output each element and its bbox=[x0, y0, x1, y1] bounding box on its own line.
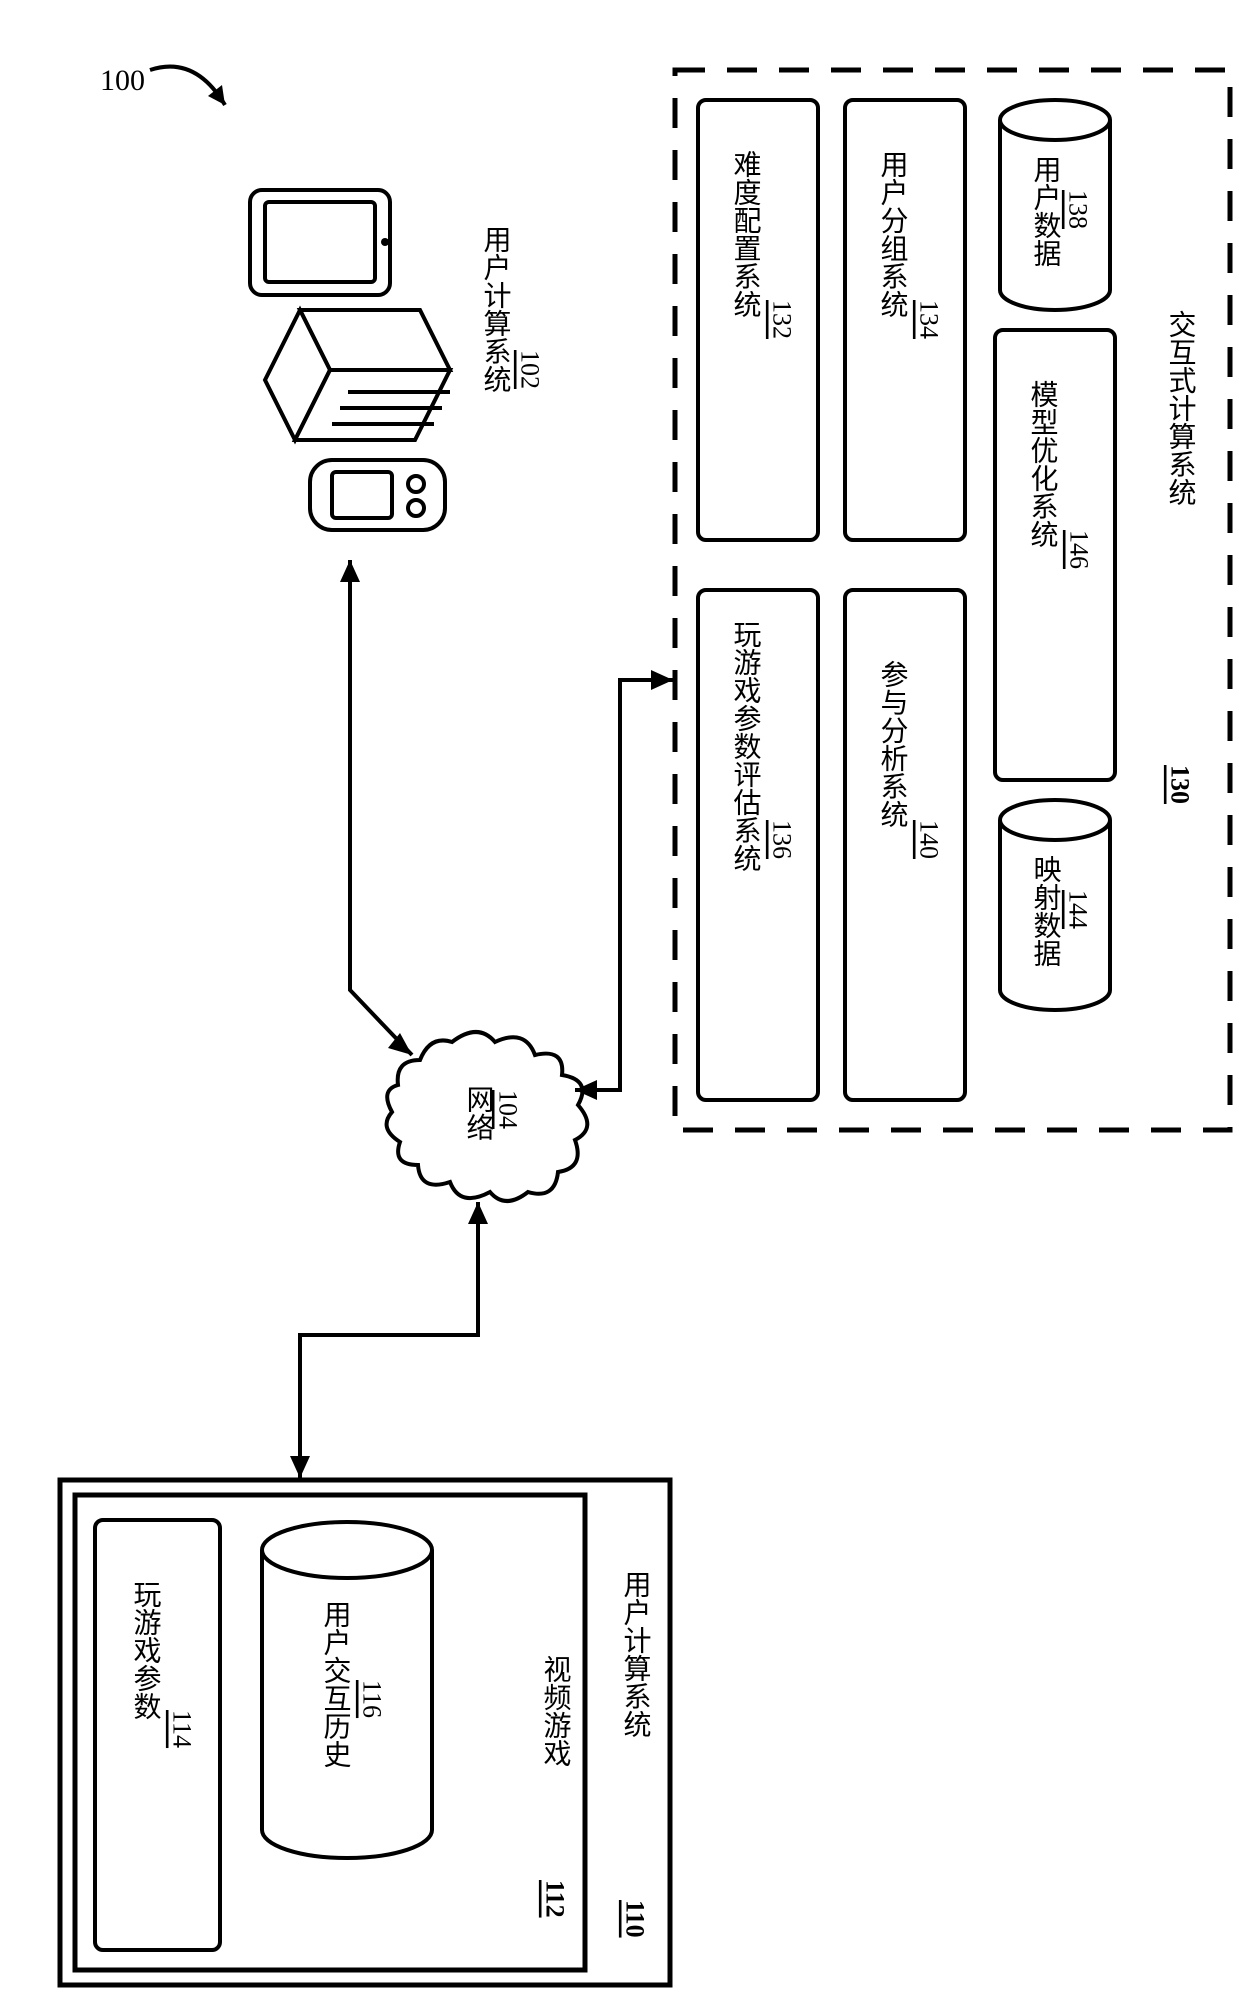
handheld-icon bbox=[310, 460, 445, 530]
box-param-eval-num: 136 bbox=[768, 820, 797, 859]
devices-cluster bbox=[250, 190, 450, 530]
box-difficulty: 难度配置系统 132 bbox=[698, 100, 818, 540]
figure-ref: 100 bbox=[100, 64, 225, 105]
cyl-map-data-num: 144 bbox=[1064, 890, 1093, 929]
box-engagement-label: 参与分析系统 bbox=[877, 660, 909, 828]
box-model-opt: 模型优化系统 146 bbox=[995, 330, 1115, 780]
videogame-label: 视频游戏 bbox=[540, 1655, 572, 1767]
box-play-params: 玩游戏参数 114 bbox=[95, 1520, 220, 1950]
box-play-params-num: 114 bbox=[168, 1710, 197, 1748]
user-system-outer-num: 110 bbox=[621, 1900, 650, 1938]
network-cloud: 网络 104 bbox=[387, 1032, 588, 1201]
cyl-user-data-label: 用户数据 bbox=[1030, 155, 1062, 267]
laptop-icon bbox=[265, 310, 450, 440]
cyl-history-label: 用户交互历史 bbox=[320, 1600, 352, 1768]
arrow-devices-cloud bbox=[340, 560, 412, 1055]
network-num: 104 bbox=[494, 1090, 523, 1129]
interactive-system-num: 130 bbox=[1166, 765, 1195, 804]
user-compute-label: 用户计算系统 bbox=[480, 225, 512, 393]
box-difficulty-num: 132 bbox=[768, 300, 797, 339]
user-compute-num: 102 bbox=[516, 350, 545, 389]
box-model-opt-label: 模型优化系统 bbox=[1027, 380, 1059, 548]
user-system-outer-label: 用户计算系统 bbox=[620, 1570, 652, 1738]
box-param-eval: 玩游戏参数评估系统 136 bbox=[698, 590, 818, 1100]
videogame-num: 112 bbox=[541, 1880, 570, 1918]
box-user-group-label: 用户分组系统 bbox=[877, 150, 909, 318]
cyl-map-data: 映射数据 144 bbox=[1000, 800, 1110, 1010]
figure-ref-arrow bbox=[150, 67, 225, 105]
cyl-map-data-label: 映射数据 bbox=[1030, 855, 1062, 967]
box-engagement-num: 140 bbox=[915, 820, 944, 859]
box-param-eval-label: 玩游戏参数评估系统 bbox=[730, 620, 762, 872]
tablet-icon bbox=[250, 190, 390, 295]
cyl-history-num: 116 bbox=[358, 1680, 387, 1718]
network-label: 网络 bbox=[463, 1085, 495, 1141]
box-difficulty-label: 难度配置系统 bbox=[730, 150, 762, 318]
box-user-group-num: 134 bbox=[915, 300, 944, 339]
cyl-user-data: 用户数据 138 bbox=[1000, 100, 1110, 310]
cyl-history: 用户交互历史 116 bbox=[262, 1522, 432, 1858]
arrow-cloud-userbox bbox=[290, 1202, 488, 1478]
box-engagement: 参与分析系统 140 bbox=[845, 590, 965, 1100]
interactive-system-label: 交互式计算系统 bbox=[1165, 310, 1197, 506]
box-user-group: 用户分组系统 134 bbox=[845, 100, 965, 540]
cyl-user-data-num: 138 bbox=[1064, 190, 1093, 229]
figure-diagram: 100 用户计算系统 102 网络 bbox=[0, 0, 1240, 2003]
box-model-opt-num: 146 bbox=[1065, 530, 1094, 569]
figure-ref-number: 100 bbox=[100, 64, 145, 97]
arrow-cloud-interactive bbox=[575, 670, 673, 1100]
box-play-params-label: 玩游戏参数 bbox=[130, 1580, 162, 1720]
